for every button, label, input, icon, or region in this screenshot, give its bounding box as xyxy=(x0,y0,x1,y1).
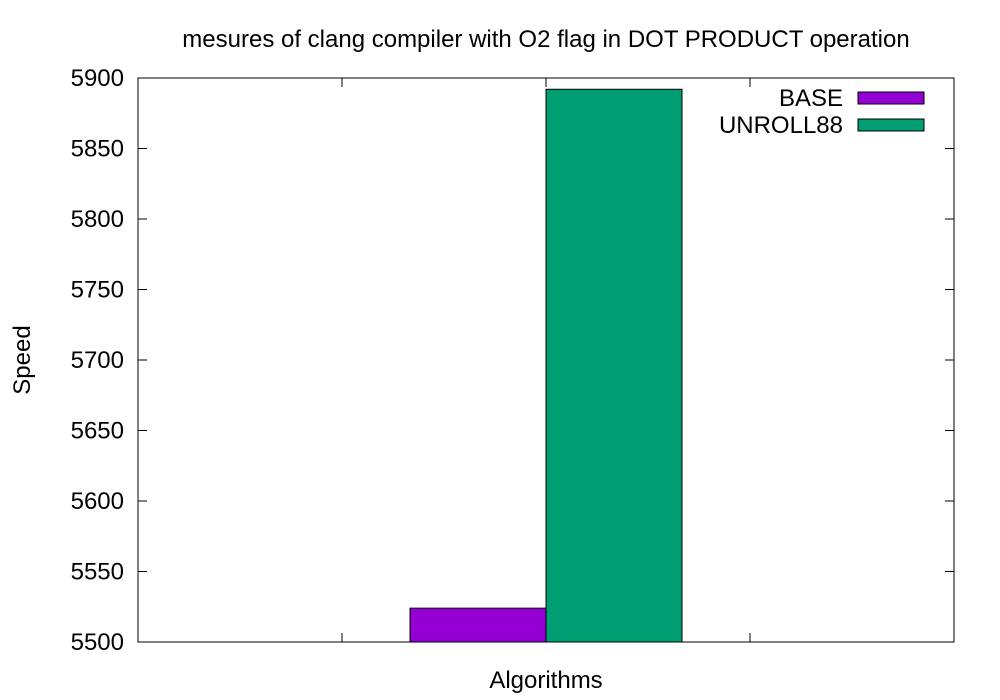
x-axis-ticks xyxy=(341,78,751,642)
chart-title: mesures of clang compiler with O2 flag i… xyxy=(182,26,909,53)
y-tick-label: 5800 xyxy=(71,206,124,233)
y-tick-label: 5700 xyxy=(71,347,124,374)
y-tick-label: 5850 xyxy=(71,136,124,163)
bars-group xyxy=(409,88,683,643)
y-axis-label: Speed xyxy=(9,325,36,394)
y-tick-label: 5650 xyxy=(71,418,124,445)
legend-swatch xyxy=(857,118,925,132)
y-tick-label: 5500 xyxy=(71,629,124,656)
legend-swatch xyxy=(857,91,925,105)
y-tick-label: 5900 xyxy=(71,65,124,92)
legend-label: UNROLL88 xyxy=(719,112,843,139)
y-tick-label: 5550 xyxy=(71,559,124,586)
bar-base xyxy=(409,607,547,643)
y-tick-label: 5600 xyxy=(71,488,124,515)
y-tick-label: 5750 xyxy=(71,277,124,304)
bar-unroll88 xyxy=(545,88,683,643)
x-axis-label: Algorithms xyxy=(489,667,602,694)
legend-label: BASE xyxy=(779,85,843,112)
y-axis-ticks: 5500 5550 5600 5650 5700 5750 5800 5850 5900 xyxy=(71,65,954,656)
